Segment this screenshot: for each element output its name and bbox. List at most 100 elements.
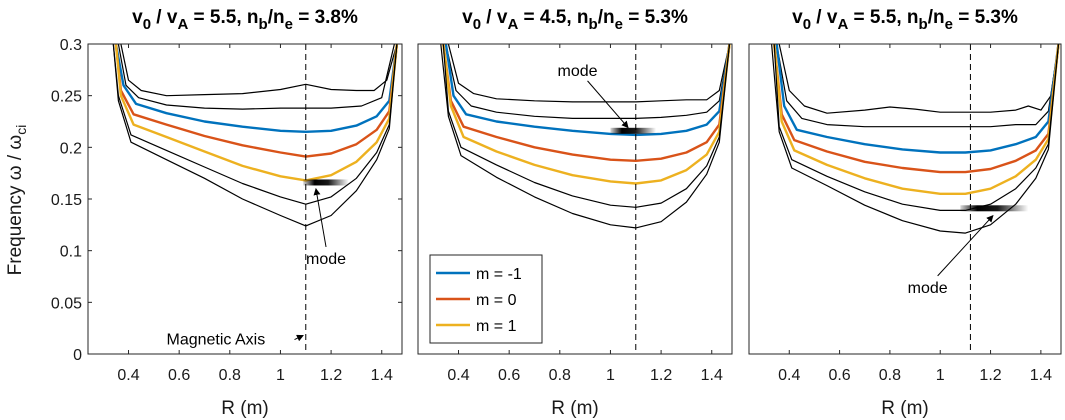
panel-1: v 0 / vA = 5.5, nb/ne = 3.8% mode Magnetic … [51,7,403,419]
x-tick-label: 0.4 [447,367,469,384]
series-line-4 [114,44,399,158]
series-group [771,44,1060,234]
x-tick-label: 0.6 [168,367,190,384]
x-tick-label: 1.2 [320,367,342,384]
x-axis-label: R (m) [551,398,598,419]
series-line-2 [776,44,1060,128]
x-tick-label: 1 [606,367,615,384]
series-line-3 [775,44,1060,154]
title-subscript: 0 [473,16,481,33]
magnetic-axis-label: Magnetic Axis [167,332,266,349]
title-text: = 5.3% [953,7,1018,28]
x-tick-label: 0.8 [549,367,571,384]
y-tick-label: 0.2 [60,140,82,157]
axes-box [748,43,1062,355]
x-tick-label: 0.4 [117,367,139,384]
series-line-7 [112,44,398,227]
x-axis-label: R (m) [221,398,268,419]
x-tick-label: 0.4 [778,367,800,384]
title-text: = 5.5, n [188,7,258,28]
y-tick-label: 0.25 [51,89,82,106]
series-line-3 [114,44,399,133]
panel-3: v0 / vA = 5.5, nb/ne = 5.3% mode 0.4 0.6 0.8… [748,7,1062,419]
series-line-1 [778,44,1060,114]
y-tick-label: 0.3 [60,37,82,54]
x-tick-label: 0.8 [219,367,241,384]
title-text: /n [598,7,615,28]
series-line-6 [442,44,731,208]
x-tick-label: 1 [276,367,285,384]
annotation-arrow [294,334,304,342]
series-line-3 [444,44,731,137]
series-line-1 [120,44,398,97]
annotation-arrow [587,80,629,129]
mode-marker [960,205,1029,212]
title-text: = 5.5, n [848,7,918,28]
x-tick-label: 1.4 [371,367,393,384]
mode-label: mode [908,280,948,297]
title-subscript: A [177,16,188,33]
series-line-2 [445,44,731,119]
x-tick-label: 1 [936,367,945,384]
y-tick-label: 0.1 [60,244,82,261]
title-text: v [132,7,143,28]
title-subscript: e [615,16,623,33]
title-text: / v [811,7,838,28]
x-tick-label: 0.8 [879,367,901,384]
series-line-6 [112,44,398,205]
title-text: v [792,7,803,28]
series-line-5 [773,44,1060,195]
title-subscript: b [589,16,598,33]
title-text: / v [481,7,508,28]
title-text: = 5.3% [623,7,688,28]
series-line-6 [773,44,1060,211]
y-axis-label-main: Frequency ω / ω [5,135,26,276]
title-text: = 4.5, n [518,7,588,28]
annotation-arrow [313,187,327,248]
title-subscript: A [837,16,848,33]
x-axis-label: R (m) [881,398,928,419]
y-axis-label-subscript: ci [13,125,29,135]
title-subscript: b [259,16,268,33]
title-subscript: e [945,16,953,33]
mode-marker [610,127,657,134]
annotation-arrow [937,215,994,277]
series-line-2 [117,44,395,110]
y-tick-label: 0.15 [51,192,82,209]
panel-2: v0 / vA = 4.5, nb/ne = 5.3% mode 0.4 0.6 0.8… [417,7,733,419]
x-tick-label: 0.6 [498,367,520,384]
y-tick-label: 0 [73,347,82,364]
series-group [440,44,731,229]
series-line-5 [114,44,399,182]
legend-label: m = -1 [476,266,522,283]
x-tick-label: 0.6 [828,367,850,384]
title-subscript: A [507,16,518,33]
series-line-7 [771,44,1060,234]
y-tick-label: 0.05 [51,295,82,312]
series-line-4 [773,44,1060,174]
series-line-4 [442,44,731,162]
mode-marker [303,179,349,186]
axes-box [417,43,733,355]
panel-title: v0 / vA = 5.5, nb/ne = 5.3% [792,7,1018,33]
title-text: / v [151,7,178,28]
mode-label: mode [306,251,346,268]
title-subscript: b [919,16,928,33]
legend-label: m = 0 [476,292,517,309]
legend: m = -1 m = 0 m = 1 [429,254,543,344]
title-text: /n [928,7,945,28]
x-tick-label: 1.2 [650,367,672,384]
x-tick-label: 1.4 [701,367,723,384]
title-subscript: e [285,16,293,33]
series-line-5 [442,44,731,185]
title-subscript: 0 [803,16,811,33]
x-tick-label: 1.2 [979,367,1001,384]
x-tick-label: 1.4 [1030,367,1052,384]
legend-label: m = 1 [476,318,517,335]
title-text: = 3.8% [293,7,358,28]
panel-title: v0 / vA = 4.5, nb/ne = 5.3% [462,7,688,33]
mode-label: mode [558,63,598,80]
title-text: /n [268,7,285,28]
series-line-7 [440,44,731,229]
